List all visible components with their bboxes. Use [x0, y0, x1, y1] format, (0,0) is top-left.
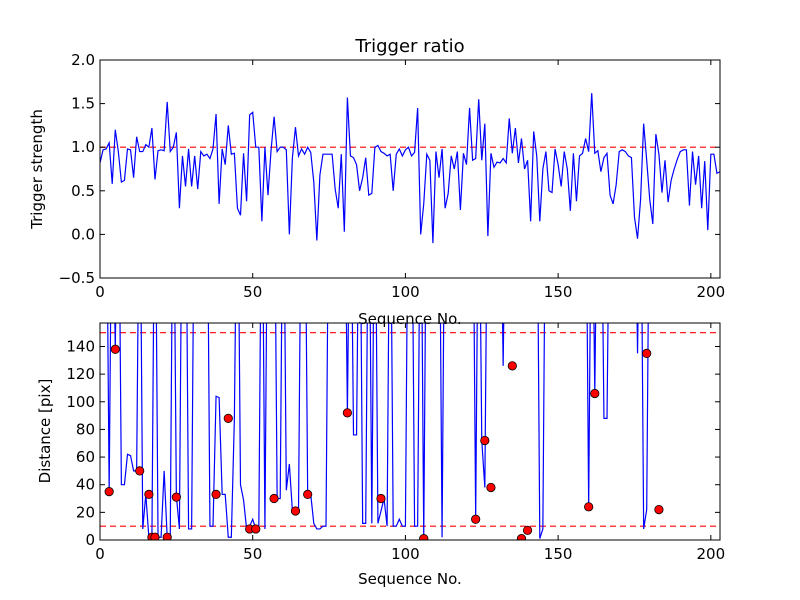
top-x-tick-label: 0: [95, 283, 105, 301]
bottom-y-axis-label: Distance [pix]: [36, 379, 54, 484]
bottom-chart: 0 50 100 150 200 0 20 40 60 80 100 120 140 Sequence …: [36, 322, 725, 588]
bottom-y-tick-label: 80: [76, 420, 95, 438]
bottom-marker-point: [516, 534, 527, 540]
bottom-marker-point: [584, 502, 594, 512]
bottom-marker-point: [251, 524, 261, 534]
bottom-x-tick-label: 100: [391, 545, 420, 563]
top-y-tick-label: 2.0: [71, 51, 95, 69]
top-plot-area: [100, 93, 720, 244]
bottom-x-axis-label: Sequence No.: [358, 570, 462, 588]
bottom-marker-point: [150, 532, 160, 540]
bottom-ticks: 0 50 100 150 200 0 20 40 60 80 100 120 140: [66, 323, 725, 563]
bottom-x-tick-label: 0: [95, 545, 105, 563]
top-x-tick-label: 50: [243, 283, 262, 301]
top-x-tick-label: 200: [697, 283, 726, 301]
bottom-y-tick-label: 100: [66, 393, 95, 411]
bottom-y-tick-label: 40: [76, 476, 95, 494]
bottom-x-tick-label: 150: [544, 545, 573, 563]
top-x-tick-label: 100: [391, 283, 420, 301]
bottom-marker-point: [376, 493, 386, 504]
bottom-marker-point: [110, 344, 120, 354]
bottom-marker-point: [480, 435, 490, 446]
bottom-marker-point: [654, 504, 664, 515]
bottom-marker-point: [342, 408, 352, 418]
bottom-x-tick-label: 50: [243, 545, 262, 563]
bottom-marker-point: [171, 492, 181, 502]
top-y-tick-label: 0.5: [71, 182, 95, 200]
top-chart: Trigger ratio 0 50 100 150 200 −0.5 0.0 0.5 1.0 1…: [28, 36, 725, 328]
top-y-tick-label: −0.5: [59, 269, 95, 287]
bottom-series-line: [107, 323, 649, 539]
top-y-tick-label: 1.0: [71, 138, 95, 156]
bottom-marker-point: [303, 489, 313, 499]
bottom-marker-point: [135, 466, 145, 476]
top-ticks: 0 50 100 150 200 −0.5 0.0 0.5 1.0 1.5 2.0: [59, 51, 726, 301]
bottom-marker-point: [269, 493, 279, 504]
bottom-marker-point: [419, 534, 429, 540]
top-y-axis-label: Trigger strength: [28, 109, 46, 230]
bottom-plot-area: [100, 323, 720, 540]
bottom-y-tick-label: 20: [76, 503, 95, 521]
bottom-marker-point: [471, 514, 481, 524]
bottom-y-tick-label: 0: [85, 531, 95, 549]
bottom-y-tick-label: 120: [66, 365, 95, 383]
bottom-marker-point: [590, 388, 600, 399]
bottom-marker-point: [290, 506, 301, 516]
top-axes-frame: [99, 59, 721, 279]
bottom-axes-frame: [99, 322, 721, 541]
bottom-x-tick-label: 200: [697, 545, 726, 563]
bottom-marker-point: [642, 348, 652, 359]
top-series-line: [100, 93, 720, 244]
top-x-tick-label: 150: [544, 283, 573, 301]
bottom-marker-point: [104, 487, 114, 497]
top-chart-title: Trigger ratio: [354, 36, 464, 57]
top-y-tick-label: 1.5: [71, 95, 95, 113]
bottom-marker-point: [162, 532, 172, 540]
bottom-y-tick-label: 140: [66, 337, 95, 355]
bottom-marker-point: [144, 489, 154, 499]
bottom-marker-point: [211, 489, 221, 499]
bottom-marker-point: [507, 361, 517, 371]
bottom-marker-point: [223, 413, 233, 423]
top-y-tick-label: 0.0: [71, 225, 95, 243]
bottom-y-tick-label: 60: [76, 448, 95, 466]
bottom-marker-point: [522, 525, 533, 535]
bottom-marker-point: [486, 482, 496, 493]
